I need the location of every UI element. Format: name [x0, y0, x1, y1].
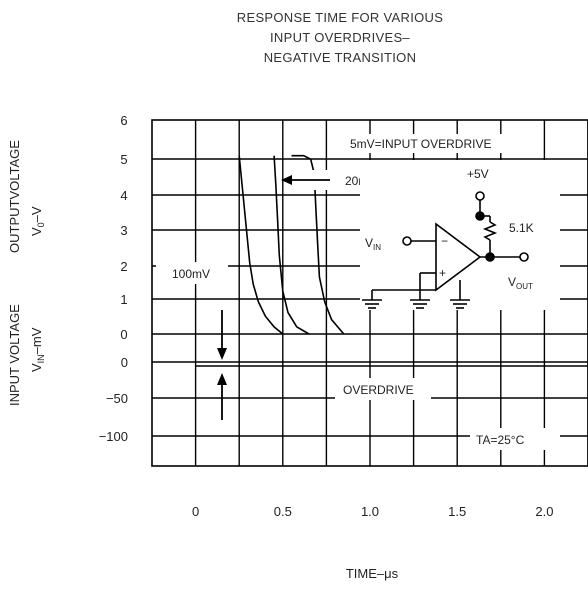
chart-title-line-3: NEGATIVE TRANSITION	[263, 50, 417, 65]
overdrive-100mv-bg	[156, 262, 228, 284]
opamp-triangle	[435, 222, 482, 292]
overdrive-down-arrowhead	[217, 348, 227, 360]
resistor-label: 5.1K	[509, 221, 534, 235]
y-tick-output-6: 0	[120, 327, 127, 342]
y-axis-titles: OUTPUTVOLTAGE V0–V INPUT VOLTAGE VIN–mV	[7, 140, 46, 406]
supply-terminal	[475, 191, 485, 201]
x-tick-labels: 0 0.5 1.0 1.5 2.0	[192, 504, 553, 519]
x-tick-3: 1.5	[448, 504, 466, 519]
y-axis-label-output: OUTPUTVOLTAGE	[7, 140, 22, 253]
pullup-resistor	[482, 221, 498, 241]
x-tick-4: 2.0	[535, 504, 553, 519]
y-tick-output-3: 3	[120, 223, 127, 238]
y-axis-unit-output: V0–V	[29, 206, 46, 236]
vout-terminal	[519, 252, 529, 262]
y-axis-unit-output-sub: 0	[36, 222, 46, 227]
supply-label: +5V	[467, 167, 489, 181]
annotations: 5mV=INPUT OVERDRIVE 20mV 100mV OVERDRIVE…	[156, 134, 560, 450]
overdrive-20mv-arrowhead	[281, 175, 292, 185]
response-curves	[238, 154, 345, 335]
x-tick-1: 0.5	[274, 504, 292, 519]
y-tick-input-2: −100	[99, 429, 128, 444]
overdrive-label-bg	[335, 378, 431, 400]
overdrive-label: OVERDRIVE	[343, 383, 414, 397]
chart-title-line-1: RESPONSE TIME FOR VARIOUS	[236, 10, 444, 25]
y-axis-unit-input: VIN–mV	[29, 327, 46, 372]
y-tick-output-5: 1	[120, 292, 127, 307]
x-tick-2: 1.0	[361, 504, 379, 519]
overdrive-20mv-bg	[300, 170, 370, 190]
opamp-plus: +	[439, 266, 446, 280]
opamp-minus: −	[441, 234, 448, 248]
overdrive-up-arrowhead	[217, 373, 227, 385]
overdrive-5mv-label: 5mV=INPUT OVERDRIVE	[350, 137, 491, 151]
y-axis-label-input: INPUT VOLTAGE	[7, 304, 22, 406]
y-tick-output-0: 6	[120, 113, 127, 128]
output-node	[485, 252, 495, 262]
chart-title: RESPONSE TIME FOR VARIOUS INPUT OVERDRIV…	[200, 8, 480, 68]
x-axis-label: TIME–μs	[346, 566, 399, 581]
temperature-label: TA=25°C	[476, 433, 525, 447]
comparator-circuit: − + VIN +5V 5.1K VOUT	[360, 160, 560, 310]
overdrive-100mv-label: 100mV	[172, 267, 210, 281]
vin-label-sub: IN	[373, 243, 381, 252]
overdrive-5mv-bg	[345, 134, 515, 153]
y-tick-input-0: 0	[121, 355, 128, 370]
x-tick-0: 0	[192, 504, 199, 519]
temperature-bg	[470, 428, 560, 450]
response-curve-0	[238, 155, 284, 335]
y-tick-output-2: 4	[120, 188, 127, 203]
y-axis-unit-output-tail: –V	[29, 206, 44, 222]
chart-title-line-2: INPUT OVERDRIVES–	[270, 30, 410, 45]
response-curve-1	[273, 155, 310, 335]
y-axis-unit-input-tail: –mV	[29, 327, 44, 354]
vout-label-sub: OUT	[516, 282, 533, 291]
y-axis-unit-input-sub: IN	[36, 354, 46, 363]
y-tick-output-4: 2	[120, 259, 127, 274]
y-tick-output-1: 5	[120, 152, 127, 167]
vin-terminal	[402, 236, 412, 246]
y-tick-labels: 6 5 4 3 2 1 0 0 −50 −100	[99, 113, 128, 444]
y-tick-input-1: −50	[106, 391, 128, 406]
response-curve-2	[291, 154, 345, 335]
